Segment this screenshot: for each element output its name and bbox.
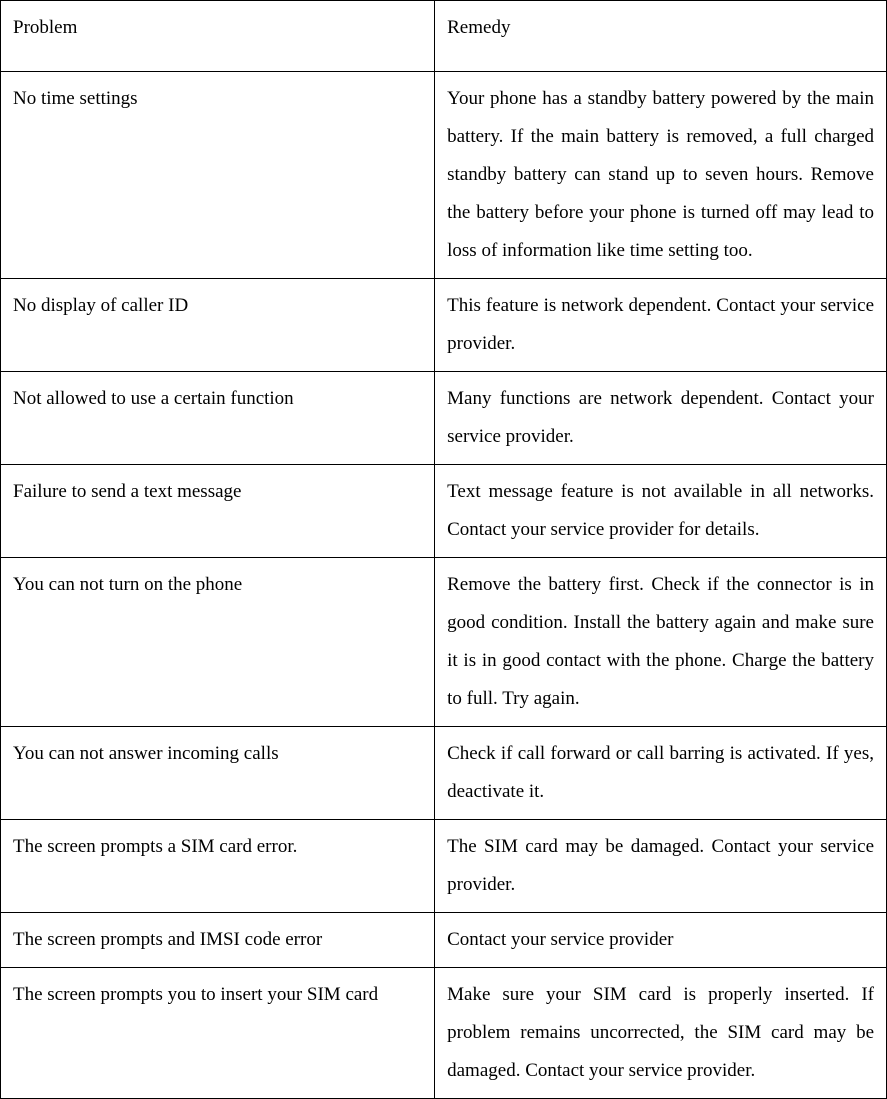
table-body: Problem Remedy No time settings Your pho… <box>1 1 887 1099</box>
problem-cell: Not allowed to use a certain function <box>1 372 435 465</box>
remedy-cell: Contact your service provider <box>435 913 887 968</box>
table-row: Not allowed to use a certain function Ma… <box>1 372 887 465</box>
table-row: No display of caller ID This feature is … <box>1 279 887 372</box>
header-remedy: Remedy <box>435 1 887 72</box>
table-row: The screen prompts and IMSI code error C… <box>1 913 887 968</box>
table-row: The screen prompts you to insert your SI… <box>1 968 887 1099</box>
remedy-cell: This feature is network dependent. Conta… <box>435 279 887 372</box>
problem-cell: The screen prompts a SIM card error. <box>1 820 435 913</box>
problem-cell: Failure to send a text message <box>1 465 435 558</box>
problem-cell: No time settings <box>1 72 435 279</box>
problem-cell: The screen prompts you to insert your SI… <box>1 968 435 1099</box>
remedy-cell: Many functions are network dependent. Co… <box>435 372 887 465</box>
problem-cell: You can not turn on the phone <box>1 558 435 727</box>
problem-cell: No display of caller ID <box>1 279 435 372</box>
problem-cell: The screen prompts and IMSI code error <box>1 913 435 968</box>
remedy-cell: Text message feature is not available in… <box>435 465 887 558</box>
table-header-row: Problem Remedy <box>1 1 887 72</box>
problem-cell: You can not answer incoming calls <box>1 727 435 820</box>
remedy-cell: Your phone has a standby battery powered… <box>435 72 887 279</box>
table-row: The screen prompts a SIM card error. The… <box>1 820 887 913</box>
table-row: Failure to send a text message Text mess… <box>1 465 887 558</box>
remedy-cell: The SIM card may be damaged. Contact you… <box>435 820 887 913</box>
remedy-cell: Remove the battery first. Check if the c… <box>435 558 887 727</box>
remedy-cell: Check if call forward or call barring is… <box>435 727 887 820</box>
remedy-cell: Make sure your SIM card is properly inse… <box>435 968 887 1099</box>
table-row: You can not answer incoming calls Check … <box>1 727 887 820</box>
table-row: No time settings Your phone has a standb… <box>1 72 887 279</box>
header-problem: Problem <box>1 1 435 72</box>
table-row: You can not turn on the phone Remove the… <box>1 558 887 727</box>
troubleshooting-table: Problem Remedy No time settings Your pho… <box>0 0 887 1099</box>
